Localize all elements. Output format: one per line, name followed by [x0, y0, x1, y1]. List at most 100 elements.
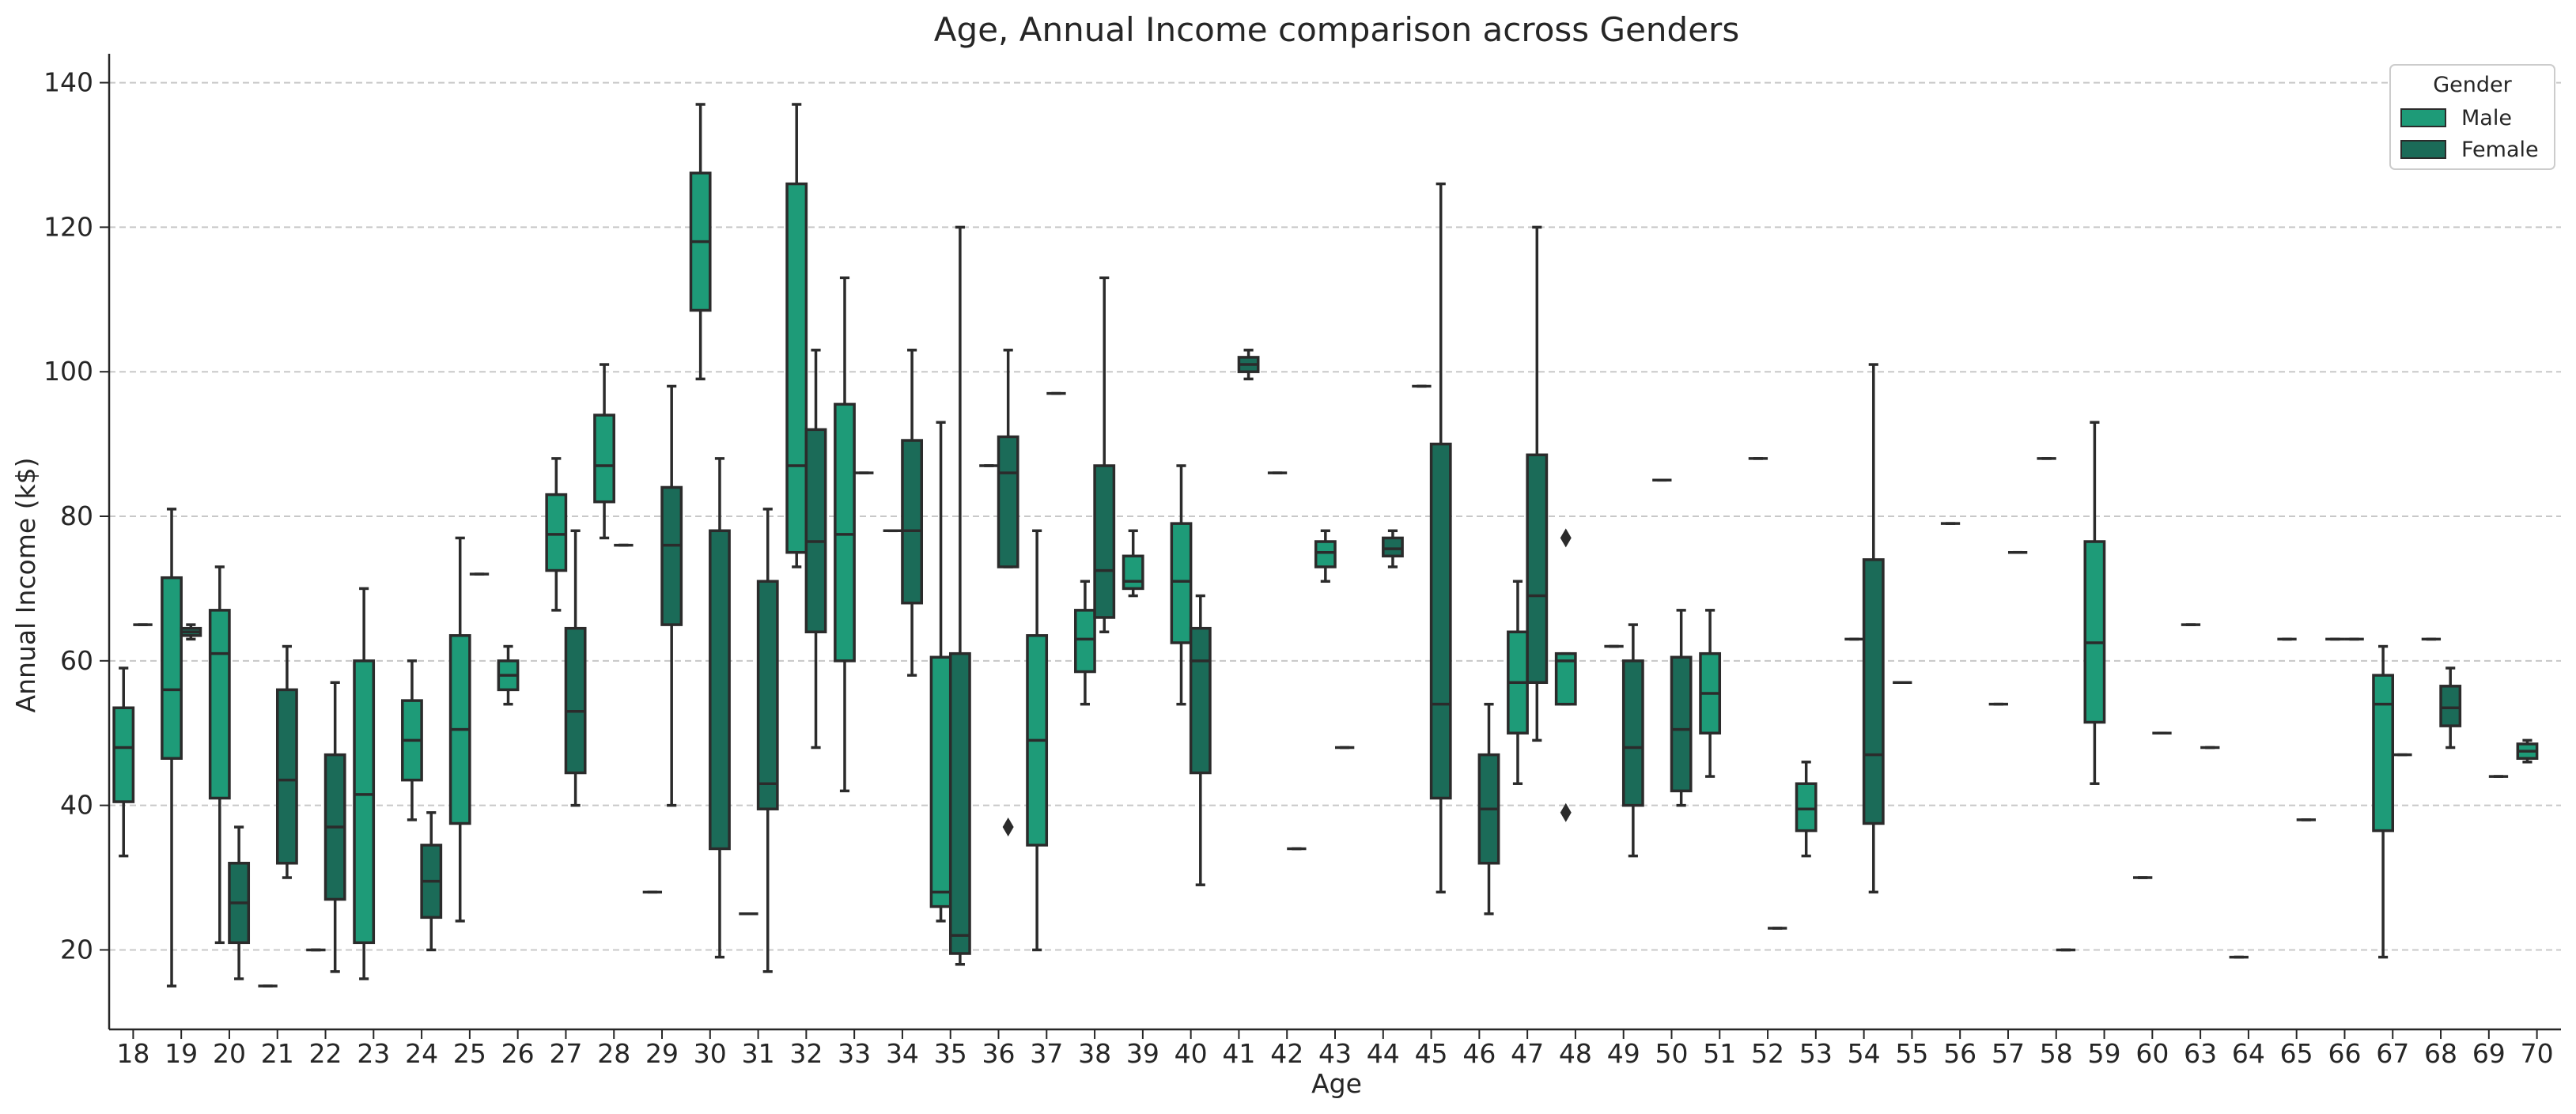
- box-male-40: [1170, 464, 1193, 706]
- box-iqr: [112, 706, 135, 803]
- x-tick-label: 39: [1126, 1038, 1159, 1069]
- x-tick-label: 45: [1415, 1038, 1448, 1069]
- x-tick-label: 50: [1655, 1038, 1688, 1069]
- x-tick-label: 65: [2280, 1038, 2313, 1069]
- legend-label-male: Male: [2461, 106, 2512, 130]
- y-tick-label: 40: [60, 790, 93, 821]
- box-iqr: [901, 439, 924, 605]
- x-tick-label: 46: [1462, 1038, 1496, 1069]
- x-tick-label: 53: [1799, 1038, 1833, 1069]
- box-male-51: [1699, 609, 1722, 778]
- box-iqr: [756, 580, 779, 810]
- x-tick-label: 37: [1030, 1038, 1063, 1069]
- x-tick-label: 48: [1559, 1038, 1592, 1069]
- grid-lines: [109, 81, 2561, 951]
- box-female-50: [1670, 609, 1693, 807]
- outlier-point: [1002, 818, 1014, 837]
- x-tick-label: 23: [357, 1038, 390, 1069]
- x-axis-label: Age: [1311, 1068, 1362, 1099]
- box-female-30: [709, 457, 731, 959]
- x-tick-label: 41: [1222, 1038, 1255, 1069]
- x-tick-label: 56: [1943, 1038, 1976, 1069]
- x-tick-label: 21: [261, 1038, 294, 1069]
- box-iqr: [353, 659, 376, 945]
- box-female-46: [1477, 702, 1500, 916]
- x-tick-label: 28: [597, 1038, 630, 1069]
- x-tick-label: 40: [1175, 1038, 1208, 1069]
- x-tick-label: 47: [1511, 1038, 1544, 1069]
- box-female-38: [1093, 276, 1116, 634]
- x-tick-label: 54: [1848, 1038, 1881, 1069]
- x-tick-label: 18: [116, 1038, 149, 1069]
- box-female-47: [1526, 225, 1549, 742]
- box-male-20: [208, 565, 231, 945]
- y-tick-label: 120: [44, 211, 93, 242]
- legend-swatch-female: [2400, 140, 2446, 159]
- legend-title: Gender: [2433, 73, 2512, 97]
- box-male-35: [929, 421, 952, 923]
- box-iqr: [275, 688, 298, 865]
- box-iqr: [545, 493, 568, 572]
- box-iqr: [1314, 540, 1337, 568]
- box-male-23: [353, 587, 376, 980]
- box-female-24: [420, 811, 443, 952]
- box-iqr: [1093, 464, 1116, 619]
- box-male-30: [689, 103, 712, 381]
- box-iqr: [161, 576, 183, 760]
- box-male-59: [2083, 421, 2106, 785]
- box-iqr: [1621, 659, 1644, 807]
- box-female-36: [997, 349, 1019, 837]
- x-tick-label: 36: [982, 1038, 1016, 1069]
- x-tick-label: 67: [2376, 1038, 2409, 1069]
- box-iqr: [2083, 540, 2106, 724]
- box-male-32: [785, 103, 808, 568]
- x-tick-label: 66: [2328, 1038, 2361, 1069]
- x-tick-label: 64: [2232, 1038, 2265, 1069]
- x-tick-label: 44: [1367, 1038, 1400, 1069]
- x-tick-label: 59: [2088, 1038, 2121, 1069]
- y-tick-label: 60: [60, 645, 93, 676]
- box-male-67: [2372, 644, 2395, 959]
- x-tick-label: 31: [742, 1038, 775, 1069]
- x-tick-label: 55: [1895, 1038, 1928, 1069]
- x-tick-label: 58: [2040, 1038, 2073, 1069]
- x-tick-label: 20: [213, 1038, 246, 1069]
- box-male-26: [497, 644, 520, 706]
- box-female-32: [804, 349, 827, 750]
- box-iqr: [2372, 674, 2395, 833]
- box-iqr: [593, 414, 615, 504]
- box-iqr: [1189, 626, 1212, 775]
- x-tick-label: 42: [1270, 1038, 1303, 1069]
- box-male-24: [401, 659, 423, 821]
- x-tick-label: 38: [1078, 1038, 1111, 1069]
- box-female-20: [228, 825, 251, 980]
- box-iqr: [1862, 558, 1885, 825]
- box-iqr: [804, 428, 827, 634]
- box-iqr: [1170, 522, 1193, 644]
- x-tick-label: 49: [1607, 1038, 1640, 1069]
- box-iqr: [948, 651, 971, 955]
- box-female-31: [756, 508, 779, 973]
- box-female-40: [1189, 594, 1212, 886]
- box-iqr: [997, 435, 1019, 568]
- box-iqr: [564, 626, 587, 775]
- box-male-27: [545, 457, 568, 612]
- box-male-28: [593, 363, 615, 540]
- box-iqr: [1670, 655, 1693, 793]
- box-iqr: [1382, 536, 1404, 558]
- x-tick-label: 63: [2184, 1038, 2217, 1069]
- x-tick-label: 68: [2424, 1038, 2457, 1069]
- box-iqr: [1429, 442, 1452, 800]
- box-iqr: [785, 182, 808, 554]
- x-tick-label: 22: [309, 1038, 342, 1069]
- box-male-37: [1026, 529, 1049, 952]
- box-female-35: [948, 225, 971, 966]
- box-male-25: [448, 536, 471, 923]
- x-tick-label: 25: [453, 1038, 486, 1069]
- x-tick-label: 32: [789, 1038, 823, 1069]
- x-tick-label: 26: [501, 1038, 535, 1069]
- x-tick-label: 57: [1992, 1038, 2025, 1069]
- y-tick-label: 20: [60, 934, 93, 965]
- x-tick-label: 33: [838, 1038, 871, 1069]
